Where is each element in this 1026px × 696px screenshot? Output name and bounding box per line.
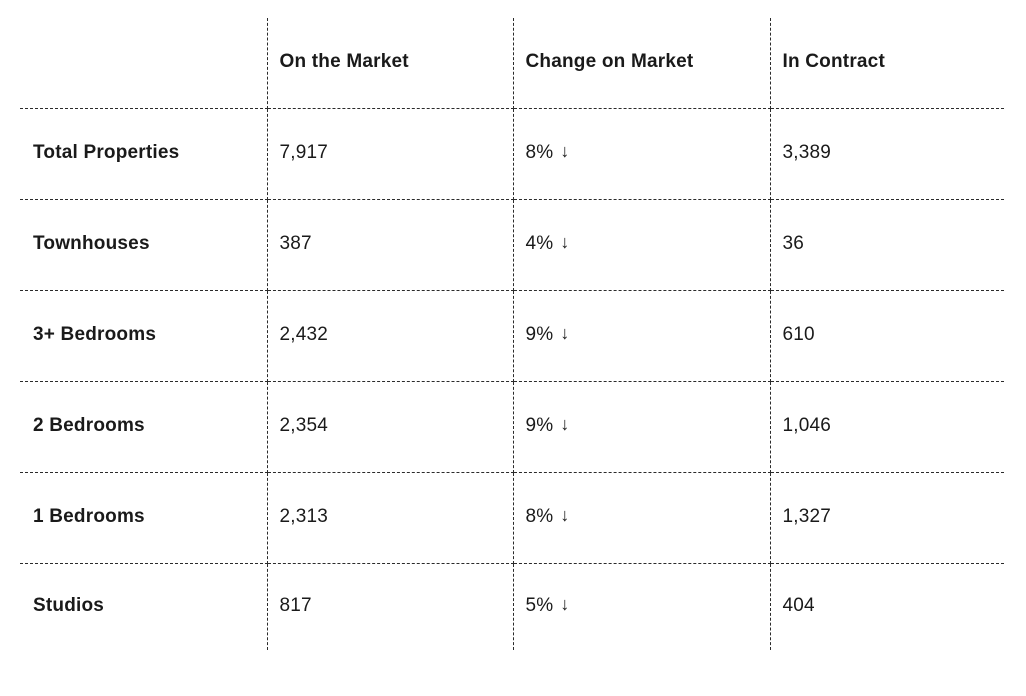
- change-on-market-value: 4% ↓: [513, 199, 771, 291]
- on-the-market-value: 2,313: [267, 472, 514, 564]
- column-header-change-on-market: Change on Market: [513, 18, 771, 109]
- row-label: 3+ Bedrooms: [20, 290, 268, 382]
- in-contract-value: 36: [770, 199, 1004, 291]
- table-row-townhouses: Townhouses 387 4% ↓ 36: [20, 199, 1004, 291]
- on-the-market-value: 2,432: [267, 290, 514, 382]
- column-header-in-contract: In Contract: [770, 18, 1004, 109]
- change-percent: 9%: [525, 415, 554, 437]
- change-percent: 8%: [525, 142, 554, 164]
- in-contract-value: 404: [782, 595, 815, 617]
- change-on-market-value: 8% ↓: [513, 108, 771, 200]
- table-row-studios: Studios 817 5% ↓ 404: [20, 563, 1004, 650]
- on-the-market-value: 817: [267, 563, 514, 650]
- market-summary-table: On the Market Change on Market In Contra…: [20, 18, 1004, 650]
- down-arrow-icon: ↓: [560, 232, 570, 253]
- down-arrow-icon: ↓: [560, 141, 570, 162]
- on-the-market-value: 2,354: [267, 381, 514, 473]
- table-row-1-bedrooms: 1 Bedrooms 2,313 8% ↓ 1,327: [20, 472, 1004, 564]
- table-header-row: On the Market Change on Market In Contra…: [20, 18, 1004, 109]
- down-arrow-icon: ↓: [560, 594, 570, 615]
- change-percent: 4%: [525, 233, 554, 255]
- in-contract-value: 3,389: [770, 108, 1004, 200]
- table-row-2-bedrooms: 2 Bedrooms 2,354 9% ↓ 1,046: [20, 381, 1004, 473]
- change-on-market-value: 5% ↓: [513, 563, 771, 650]
- in-contract-value: 1,046: [770, 381, 1004, 473]
- table-row-total-properties: Total Properties 7,917 8% ↓ 3,389: [20, 108, 1004, 200]
- change-on-market-value: 9% ↓: [513, 290, 771, 382]
- corner-cell: [20, 18, 268, 109]
- change-on-market-value: 8% ↓: [513, 472, 771, 564]
- row-label: Total Properties: [20, 108, 268, 200]
- column-header-on-the-market: On the Market: [267, 18, 514, 109]
- row-label: 1 Bedrooms: [20, 472, 268, 564]
- change-percent: 5%: [525, 595, 554, 617]
- down-arrow-icon: ↓: [560, 414, 570, 435]
- row-label: Townhouses: [20, 199, 268, 291]
- down-arrow-icon: ↓: [560, 323, 570, 344]
- change-percent: 8%: [525, 506, 554, 528]
- row-label: 2 Bedrooms: [20, 381, 268, 473]
- table-row-3plus-bedrooms: 3+ Bedrooms 2,432 9% ↓ 610: [20, 290, 1004, 382]
- down-arrow-icon: ↓: [560, 505, 570, 526]
- row-label: Studios: [20, 563, 268, 650]
- change-on-market-value: 9% ↓: [513, 381, 771, 473]
- change-percent: 9%: [525, 324, 554, 346]
- on-the-market-value: 7,917: [267, 108, 514, 200]
- in-contract-value: 610: [770, 290, 1004, 382]
- on-the-market-value: 387: [267, 199, 514, 291]
- in-contract-value: 1,327: [770, 472, 1004, 564]
